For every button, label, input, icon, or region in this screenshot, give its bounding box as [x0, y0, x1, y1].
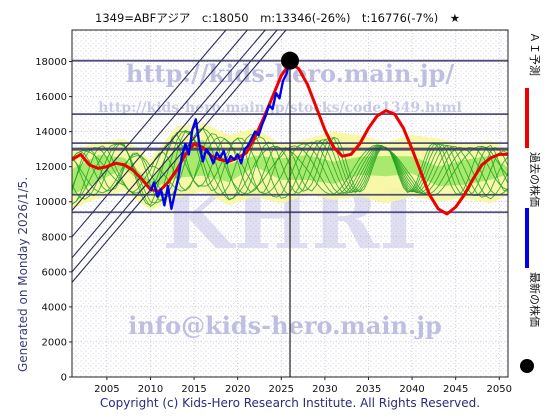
chart-header: 1349=ABFアジア c:18050 m:13346(-26%) t:1677…	[95, 11, 460, 25]
y-axis: 0 2000 4000 6000 8000 10000 12000 14000 16000 180…	[35, 57, 72, 384]
x-tick-label: 2020	[225, 384, 250, 395]
x-tick-label: 2025	[269, 384, 294, 395]
y-tick-label: 6000	[42, 267, 67, 278]
y-tick-label: 18000	[35, 57, 67, 68]
y-tick-label: 8000	[42, 232, 67, 243]
x-tick-label: 2015	[181, 384, 206, 395]
y-tick-label: 2000	[42, 337, 67, 348]
trend-line	[71, 29, 287, 283]
y-tick-label: 0	[61, 373, 67, 384]
y-tick-label: 10000	[35, 197, 67, 208]
x-tick-label: 2045	[443, 384, 468, 395]
generated-date: Generated on Monday 2026/1/5.	[16, 177, 30, 372]
y-tick-label: 12000	[35, 162, 67, 173]
x-tick-label: 2050	[487, 384, 512, 395]
watermark-url-small: http://kids-hero.main.jp/stocks/code1349…	[98, 100, 462, 116]
y-tick-label: 14000	[35, 127, 67, 138]
legend-label: 過去の株価	[528, 152, 542, 207]
legend-swatch	[520, 359, 534, 373]
x-tick-label: 2040	[399, 384, 424, 395]
past-price-line	[149, 60, 292, 211]
legend-label: 最新の株価	[528, 272, 542, 327]
x-tick-label: 2005	[94, 384, 119, 395]
watermark-email: info@kids-hero.main.jp	[128, 311, 442, 340]
copyright-notice: Copyright (c) Kids-Hero Research Institu…	[100, 396, 480, 410]
latest-markers	[281, 51, 299, 377]
legend-label: ＡＩ予測	[528, 32, 542, 76]
x-tick-label: 2035	[356, 384, 381, 395]
latest-price-dot	[281, 51, 299, 70]
y-tick-label: 16000	[35, 92, 67, 103]
x-tick-label: 2010	[138, 384, 163, 395]
trend-line	[71, 29, 248, 238]
x-axis: 2005 2010 2015 2020 2025 2030 2035 2040 2045 2050	[94, 377, 512, 395]
trend-line	[71, 29, 278, 273]
plot-frame	[71, 29, 509, 378]
x-tick-label: 2030	[312, 384, 337, 395]
y-tick-label: 4000	[42, 302, 67, 313]
